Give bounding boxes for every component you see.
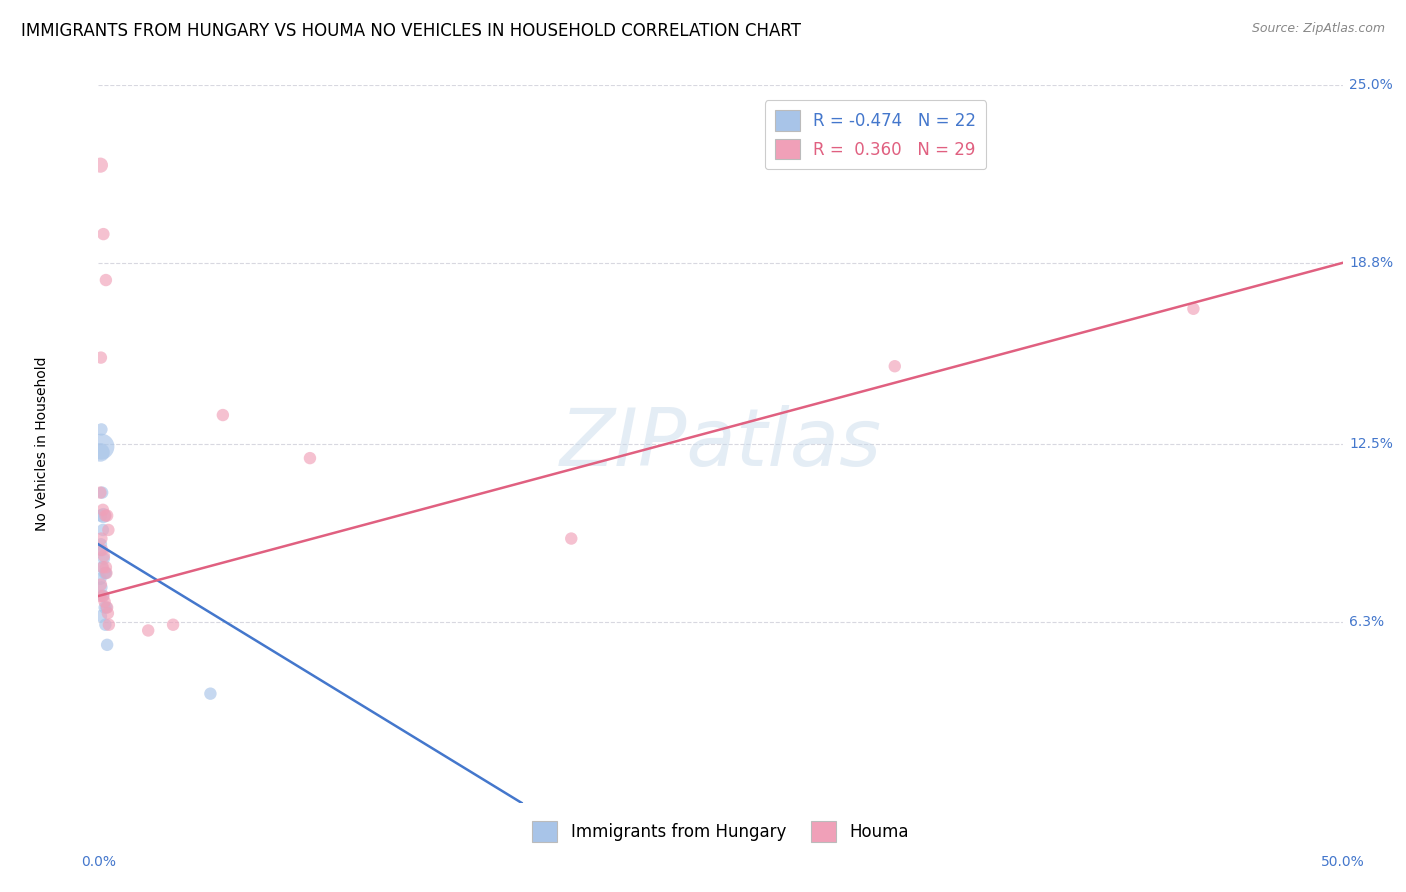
Legend: Immigrants from Hungary, Houma: Immigrants from Hungary, Houma xyxy=(526,814,915,848)
Point xyxy=(162,617,184,632)
Text: 50.0%: 50.0% xyxy=(1320,855,1365,869)
Point xyxy=(93,508,115,523)
Text: ZIPatlas: ZIPatlas xyxy=(560,405,882,483)
Point xyxy=(298,451,321,466)
Point xyxy=(94,273,117,287)
Point xyxy=(94,617,117,632)
Point xyxy=(97,617,120,632)
Point xyxy=(90,581,112,595)
Point xyxy=(90,577,112,591)
Text: 6.3%: 6.3% xyxy=(1348,615,1384,629)
Point xyxy=(93,551,115,566)
Point xyxy=(97,606,120,620)
Point xyxy=(90,422,112,436)
Point xyxy=(883,359,905,374)
Point xyxy=(91,503,114,517)
Point xyxy=(90,440,112,454)
Text: 12.5%: 12.5% xyxy=(1348,437,1393,450)
Point xyxy=(91,485,114,500)
Point xyxy=(96,600,118,615)
Point xyxy=(90,537,112,551)
Point xyxy=(91,560,114,574)
Point xyxy=(96,566,118,580)
Point xyxy=(94,560,117,574)
Point xyxy=(90,508,112,523)
Point xyxy=(97,523,120,537)
Point xyxy=(136,624,159,638)
Text: No Vehicles in Household: No Vehicles in Household xyxy=(35,357,49,531)
Point xyxy=(96,600,118,615)
Point xyxy=(211,408,233,422)
Point xyxy=(1182,301,1205,316)
Point xyxy=(93,566,115,580)
Text: 25.0%: 25.0% xyxy=(1348,78,1393,92)
Point xyxy=(91,523,114,537)
Point xyxy=(91,560,114,574)
Point xyxy=(89,543,111,558)
Point xyxy=(96,508,118,523)
Point xyxy=(94,508,117,523)
Text: 0.0%: 0.0% xyxy=(82,855,115,869)
Point xyxy=(90,609,112,624)
Point xyxy=(89,158,111,172)
Point xyxy=(93,600,115,615)
Point xyxy=(560,532,582,546)
Point xyxy=(90,351,112,365)
Point xyxy=(96,638,118,652)
Point xyxy=(89,485,111,500)
Point xyxy=(200,687,222,701)
Point xyxy=(93,549,115,563)
Point xyxy=(91,589,114,603)
Point xyxy=(93,589,115,603)
Text: Source: ZipAtlas.com: Source: ZipAtlas.com xyxy=(1251,22,1385,36)
Point xyxy=(94,566,117,580)
Point xyxy=(93,227,115,241)
Text: IMMIGRANTS FROM HUNGARY VS HOUMA NO VEHICLES IN HOUSEHOLD CORRELATION CHART: IMMIGRANTS FROM HUNGARY VS HOUMA NO VEHI… xyxy=(21,22,801,40)
Point xyxy=(89,572,111,586)
Point xyxy=(89,589,111,603)
Text: 18.8%: 18.8% xyxy=(1348,256,1393,269)
Point xyxy=(93,595,115,609)
Point xyxy=(89,445,111,459)
Point xyxy=(91,543,114,558)
Point xyxy=(90,532,112,546)
